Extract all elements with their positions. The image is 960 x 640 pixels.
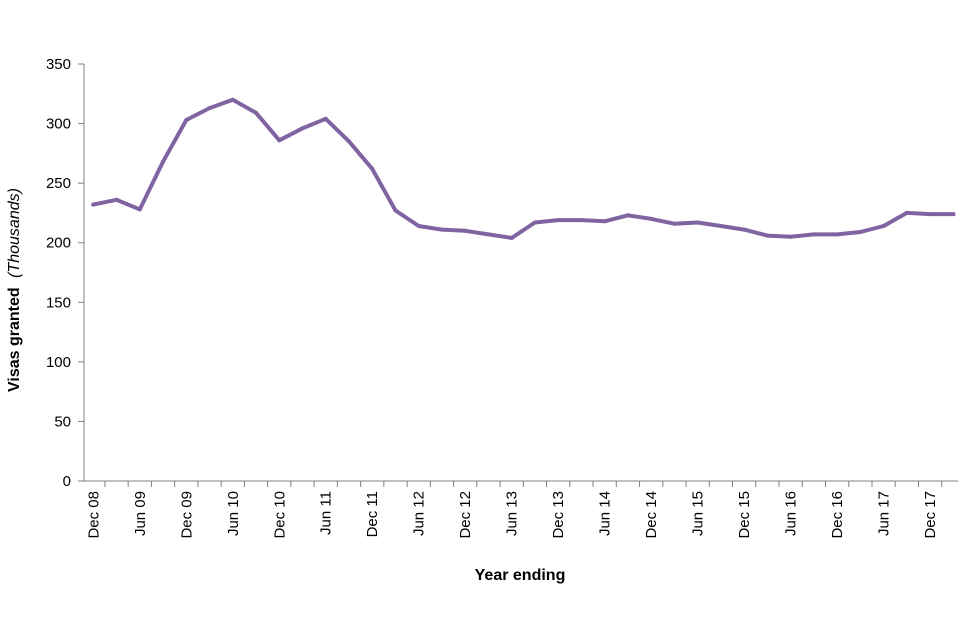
x-tick-label: Jun 11 bbox=[318, 491, 335, 535]
data-point bbox=[928, 212, 933, 217]
y-axis-label: Visas granted bbox=[6, 287, 23, 392]
data-point bbox=[323, 116, 328, 121]
data-point bbox=[881, 224, 886, 228]
x-tick-label: Dec 09 bbox=[178, 491, 195, 539]
x-tick-label: Dec 12 bbox=[457, 491, 474, 539]
data-point bbox=[742, 227, 747, 232]
x-tick-label: Jun 17 bbox=[876, 491, 893, 536]
data-point bbox=[951, 212, 956, 217]
y-tick-label: 100 bbox=[46, 354, 71, 371]
data-point bbox=[835, 232, 840, 237]
data-point bbox=[509, 235, 514, 240]
x-tick-label: Dec 14 bbox=[643, 491, 660, 539]
data-point bbox=[254, 110, 258, 115]
data-point bbox=[904, 210, 909, 215]
x-axis: Dec 08 Jun 09 Dec 09 Jun 10 Dec 10 Jun 11 Dec … bbox=[84, 480, 958, 539]
data-point bbox=[672, 221, 677, 226]
x-tick-label: Jun 10 bbox=[225, 491, 242, 536]
x-tick-label: Dec 17 bbox=[922, 491, 939, 539]
x-tick-label: Dec 11 bbox=[364, 491, 381, 537]
y-tick-label: 350 bbox=[46, 56, 71, 73]
data-point bbox=[718, 224, 723, 228]
x-tick-label: Dec 10 bbox=[271, 491, 288, 539]
x-tick-label: Dec 13 bbox=[550, 491, 567, 539]
y-tick-label: 150 bbox=[46, 294, 71, 311]
data-point bbox=[532, 220, 537, 225]
data-point bbox=[579, 218, 584, 223]
data-point bbox=[137, 207, 142, 212]
y-axis: 0 50 100 150 200 250 300 350 bbox=[46, 56, 85, 490]
data-point bbox=[625, 213, 630, 218]
y-tick-label: 0 bbox=[63, 473, 71, 490]
data-point bbox=[277, 138, 282, 143]
data-point bbox=[440, 227, 444, 232]
data-point bbox=[556, 218, 561, 223]
x-tick-label: Dec 08 bbox=[85, 491, 102, 539]
y-tick-label: 200 bbox=[46, 235, 71, 252]
data-point bbox=[114, 197, 119, 202]
x-axis-title: Year ending bbox=[475, 567, 566, 584]
data-point bbox=[788, 234, 793, 239]
data-point bbox=[649, 216, 654, 221]
x-tick-label: Jun 13 bbox=[504, 491, 521, 536]
x-tick-label: Dec 16 bbox=[829, 491, 846, 539]
data-point bbox=[695, 220, 700, 225]
y-tick-label: 250 bbox=[46, 175, 71, 192]
y-axis-title: Visas granted (Thousands) bbox=[6, 188, 23, 392]
data-point bbox=[370, 166, 375, 171]
data-point bbox=[300, 126, 305, 131]
x-tick-label: Jun 15 bbox=[690, 491, 707, 536]
data-point bbox=[230, 97, 235, 102]
plot-area bbox=[91, 97, 956, 240]
y-tick-label: 50 bbox=[54, 413, 71, 430]
x-tick-label: Dec 15 bbox=[736, 491, 753, 539]
y-axis-unit: (Thousands) bbox=[6, 188, 23, 278]
data-point bbox=[416, 224, 421, 228]
x-tick-label: Jun 09 bbox=[132, 491, 149, 536]
data-point bbox=[811, 232, 816, 237]
data-point bbox=[765, 233, 770, 238]
data-point bbox=[486, 232, 491, 237]
data-point bbox=[184, 118, 189, 122]
data-point bbox=[207, 106, 212, 111]
x-tick-label: Jun 14 bbox=[597, 491, 614, 536]
y-tick-label: 300 bbox=[46, 116, 71, 133]
data-point bbox=[91, 202, 96, 207]
data-point bbox=[858, 230, 863, 234]
data-point bbox=[347, 139, 351, 144]
x-tick-label: Jun 16 bbox=[783, 491, 800, 536]
data-point bbox=[161, 159, 165, 164]
data-point bbox=[463, 228, 468, 233]
data-point bbox=[602, 219, 607, 224]
series-line bbox=[91, 97, 956, 240]
data-point bbox=[393, 208, 398, 213]
x-tick-label: Jun 12 bbox=[411, 491, 428, 536]
